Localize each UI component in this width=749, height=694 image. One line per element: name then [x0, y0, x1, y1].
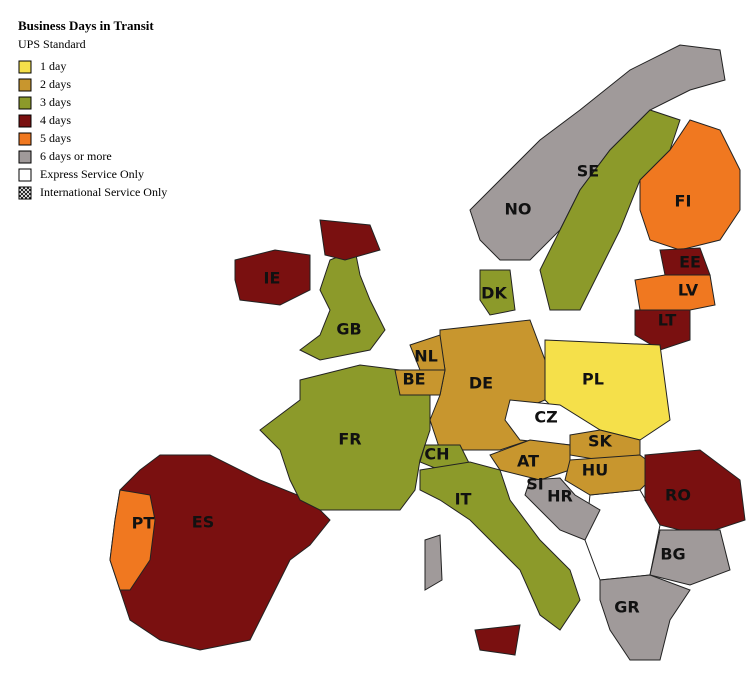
- region: [394, 369, 446, 396]
- region: [419, 461, 581, 631]
- country-label: SK: [588, 432, 613, 451]
- region: [234, 249, 311, 306]
- country-label: BE: [402, 370, 425, 389]
- map: [109, 44, 746, 661]
- country-label: RO: [665, 486, 691, 505]
- legend: Business Days in Transit UPS Standard 1 …: [18, 18, 167, 200]
- legend-label: Express Service Only: [40, 167, 144, 181]
- legend-label: 1 day: [40, 59, 66, 73]
- legend-swatch: [18, 78, 32, 92]
- country-label: BG: [660, 545, 685, 564]
- legend-label: 3 days: [40, 95, 71, 109]
- region: [524, 477, 601, 541]
- country-label: FI: [675, 192, 692, 211]
- country-label: CH: [424, 445, 449, 464]
- region: [649, 529, 731, 586]
- legend-swatch: [18, 186, 32, 200]
- country-label: NO: [505, 200, 532, 219]
- region: [599, 574, 691, 661]
- country-label: HU: [582, 461, 608, 480]
- region: [424, 534, 443, 591]
- legend-label: 4 days: [40, 113, 71, 127]
- legend-swatch: [18, 96, 32, 110]
- country-label: GB: [336, 320, 361, 339]
- legend-label: 5 days: [40, 131, 71, 145]
- legend-swatch: [18, 150, 32, 164]
- country-label: CZ: [534, 408, 557, 427]
- legend-label: 2 days: [40, 77, 71, 91]
- region: [644, 449, 746, 536]
- country-label: FR: [338, 430, 361, 449]
- region: [469, 44, 726, 261]
- region: [479, 269, 516, 316]
- region: [634, 274, 716, 311]
- region: [639, 119, 741, 251]
- region: [634, 309, 691, 351]
- legend-swatch: [18, 132, 32, 146]
- country-label: HR: [547, 487, 573, 506]
- region: [474, 624, 521, 656]
- country-label: AT: [517, 452, 539, 471]
- country-label: ES: [192, 513, 214, 532]
- country-label: PT: [132, 514, 155, 533]
- country-label: SI: [526, 475, 543, 494]
- legend-label: International Service Only: [40, 185, 167, 199]
- region: [299, 249, 386, 361]
- country-label: IE: [264, 269, 281, 288]
- country-label: DE: [469, 374, 493, 393]
- legend-title: Business Days in Transit: [18, 18, 154, 33]
- country-label: EE: [679, 253, 701, 272]
- country-label: LV: [678, 281, 699, 300]
- region: [109, 489, 156, 591]
- legend-swatch: [18, 168, 32, 182]
- country-label: DK: [481, 284, 507, 303]
- country-label: SE: [577, 162, 599, 181]
- legend-swatch: [18, 60, 32, 74]
- region: [564, 454, 661, 496]
- legend-swatch: [18, 114, 32, 128]
- country-label: NL: [414, 347, 438, 366]
- country-label: LT: [658, 311, 677, 330]
- legend-subtitle: UPS Standard: [18, 37, 86, 51]
- country-label: IT: [455, 490, 472, 509]
- country-label: GR: [614, 598, 639, 617]
- legend-label: 6 days or more: [40, 149, 112, 163]
- country-label: PL: [582, 370, 604, 389]
- region: [319, 219, 381, 261]
